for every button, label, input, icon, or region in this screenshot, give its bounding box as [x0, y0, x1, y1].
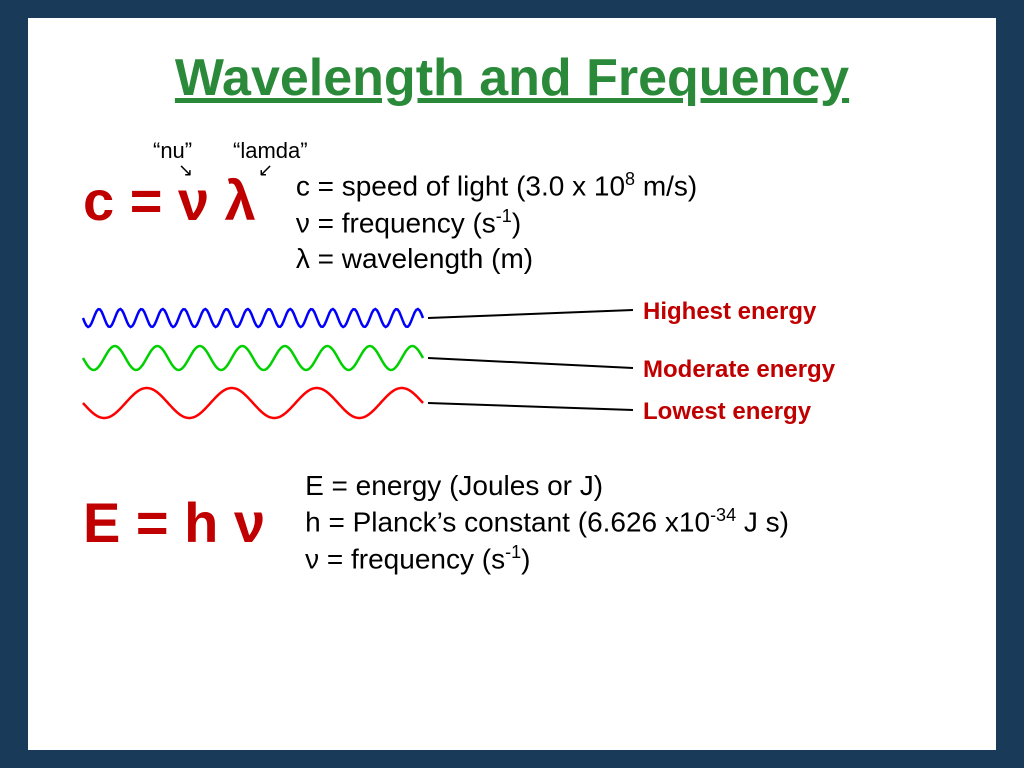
arrow-icon: ↙ — [258, 160, 273, 181]
def-h: h = Planck’s constant (6.626 x10-34 J s) — [305, 504, 789, 541]
symbol-annotations: “nu” “lamda” ↘ ↙ — [123, 138, 951, 168]
slide: Wavelength and Frequency “nu” “lamda” ↘ … — [28, 18, 996, 750]
formula-row-2: E = h ν E = energy (Joules or J) h = Pla… — [73, 468, 951, 578]
label-lowest-energy: Lowest energy — [643, 398, 811, 426]
wave-mid — [83, 346, 423, 370]
def-e: E = energy (Joules or J) — [305, 468, 789, 504]
page-title: Wavelength and Frequency — [73, 48, 951, 108]
pointer-line — [428, 403, 633, 410]
def-c: c = speed of light (3.0 x 108 m/s) — [296, 168, 697, 205]
def-nu-2: ν = frequency (s-1) — [305, 541, 789, 578]
wave-high — [83, 309, 423, 327]
pointer-line — [428, 358, 633, 368]
arrow-icon: ↘ — [178, 160, 193, 181]
def-lambda: λ = wavelength (m) — [296, 241, 697, 277]
definitions-2: E = energy (Joules or J) h = Planck’s co… — [305, 468, 789, 578]
def-nu: ν = frequency (s-1) — [296, 205, 697, 242]
formula-c-nu-lambda: c = ν λ — [83, 168, 256, 233]
label-moderate-energy: Moderate energy — [643, 356, 835, 384]
wave-low — [83, 388, 423, 418]
wave-diagram: Highest energy Moderate energy Lowest en… — [73, 298, 951, 448]
definitions-1: c = speed of light (3.0 x 108 m/s) ν = f… — [296, 168, 697, 278]
pointer-line — [428, 310, 633, 318]
formula-e-h-nu: E = h ν — [83, 490, 265, 555]
label-highest-energy: Highest energy — [643, 298, 816, 326]
formula-row-1: c = ν λ c = speed of light (3.0 x 108 m/… — [73, 168, 951, 278]
